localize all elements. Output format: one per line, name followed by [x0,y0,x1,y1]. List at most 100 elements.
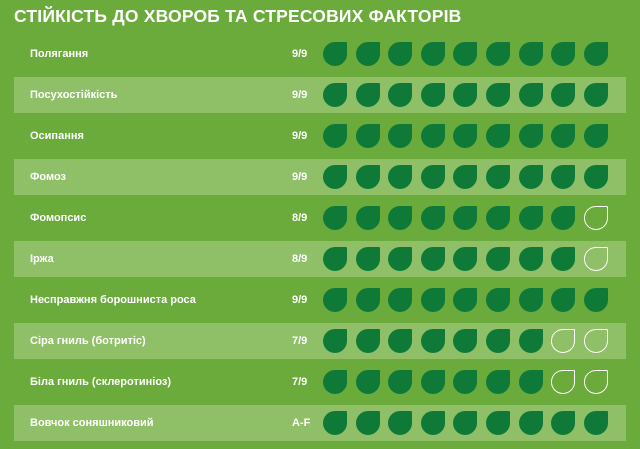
row-label: Іржа [30,253,54,265]
leaf-icon [323,247,347,271]
leaf-icon [486,288,510,312]
leaf-icon [388,288,413,312]
leaf-icon [551,288,576,312]
leaf-icon [355,288,380,312]
leaf-icon [518,124,543,148]
leaf-icon [518,42,543,66]
table-row: Фомоз 9/9 [14,159,626,195]
row-label: Осипання [30,130,84,142]
leaf-icon [583,411,608,435]
leaf-icon [583,205,608,230]
leaf-icon [551,411,576,435]
leaf-icon [486,83,510,107]
leaf-icon [323,370,347,394]
leaf-icon [518,370,543,394]
leaf-icon [323,411,347,435]
table-row: Іржа 8/9 [14,241,626,277]
row-label: Фомопсис [30,212,87,224]
row-label: Сіра гниль (ботритіс) [30,335,146,347]
row-score: 9/9 [292,130,308,142]
leaf-icon [453,370,478,394]
table-row: Несправжня борошниста роса 9/9 [14,282,626,318]
leaf-icon [551,369,576,394]
leaf-icon [420,165,445,189]
leaf-icon [453,165,478,189]
leaf-icon [323,124,347,148]
leaf-icon [453,42,478,66]
leaf-icon [388,411,413,435]
leaf-icon [518,83,543,107]
leaf-icon [518,411,543,435]
leaf-icon [453,83,478,107]
leaf-icon [355,411,380,435]
leaf-icon [420,124,445,148]
leaf-icon [323,329,347,353]
row-score: A-F [292,417,311,429]
leaf-icon [420,206,445,230]
leaf-icon [453,329,478,353]
table-row: Біла гниль (склеротиніоз) 7/9 [14,364,626,400]
leaf-icon [323,288,347,312]
leaf-icon [551,328,576,353]
row-score: 8/9 [292,253,308,265]
leaf-icon [355,42,380,66]
resistance-table: Полягання 9/9 Посухостійкість 9/9 Осипання… [14,36,626,446]
table-row: Полягання 9/9 [14,36,626,72]
table-row: Посухостійкість 9/9 [14,77,626,113]
row-label: Біла гниль (склеротиніоз) [30,376,172,388]
table-row: Вовчок соняшниковий A-F [14,405,626,441]
leaf-icon [583,246,608,271]
leaf-icon [486,42,510,66]
leaf-icon [388,83,413,107]
leaf-icon [420,411,445,435]
row-score: 9/9 [292,89,308,101]
row-score: 9/9 [292,294,308,306]
leaf-icon [486,124,510,148]
leaf-icon [518,165,543,189]
table-row: Сіра гниль (ботритіс) 7/9 [14,323,626,359]
leaf-icon [323,165,347,189]
leaf-icon [323,83,347,107]
leaf-icon [420,42,445,66]
leaf-icon [486,329,510,353]
row-label: Несправжня борошниста роса [30,294,196,306]
table-row: Фомопсис 8/9 [14,200,626,236]
leaf-icon [388,165,413,189]
leaf-icon [583,165,608,189]
leaf-icon [551,247,576,271]
page-title: СТІЙКІСТЬ ДО ХВОРОБ ТА СТРЕСОВИХ ФАКТОРІ… [14,6,462,26]
row-label: Полягання [30,48,89,60]
leaf-icon [551,165,576,189]
row-score: 8/9 [292,212,308,224]
leaf-icon [518,206,543,230]
row-score: 9/9 [292,171,308,183]
leaf-icon [388,247,413,271]
leaf-icon [388,206,413,230]
leaf-icon [583,42,608,66]
leaf-icon [420,370,445,394]
row-score: 9/9 [292,48,308,60]
leaf-icon [551,42,576,66]
leaf-icon [420,288,445,312]
leaf-icon [486,165,510,189]
leaf-icon [486,411,510,435]
leaf-icon [583,328,608,353]
leaf-icon [486,247,510,271]
leaf-icon [355,329,380,353]
leaf-icon [355,165,380,189]
leaf-icon [420,329,445,353]
leaf-icon [420,247,445,271]
row-score: 7/9 [292,376,308,388]
leaf-icon [388,329,413,353]
leaf-icon [583,124,608,148]
leaf-icon [518,247,543,271]
leaf-icon [388,370,413,394]
leaf-icon [388,124,413,148]
leaf-icon [518,288,543,312]
leaf-icon [355,124,380,148]
row-score: 7/9 [292,335,308,347]
row-label: Вовчок соняшниковий [30,417,154,429]
leaf-icon [453,124,478,148]
table-row: Осипання 9/9 [14,118,626,154]
leaf-icon [355,83,380,107]
